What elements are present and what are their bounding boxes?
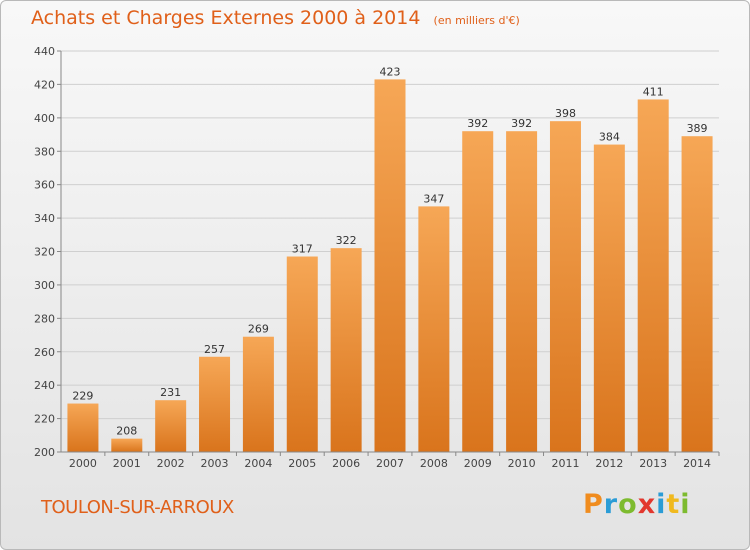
y-tick-label: 220 — [34, 413, 55, 426]
bar-2005 — [286, 256, 318, 452]
data-label-2004: 269 — [248, 323, 269, 336]
data-label-2009: 392 — [467, 117, 488, 130]
data-label-2012: 384 — [599, 131, 620, 144]
x-tick-label: 2012 — [595, 457, 623, 470]
bar-2007 — [374, 79, 406, 452]
y-tick-label: 400 — [34, 112, 55, 125]
x-tick-label: 2000 — [69, 457, 97, 470]
data-label-2006: 322 — [336, 234, 357, 247]
bar-2001 — [111, 438, 143, 452]
x-tick-label: 2014 — [683, 457, 711, 470]
bar-2002 — [155, 400, 187, 452]
data-label-2014: 389 — [687, 122, 708, 135]
bar-2006 — [330, 248, 362, 452]
x-tick-label: 2011 — [551, 457, 579, 470]
x-tick-label: 2003 — [201, 457, 229, 470]
x-tick-label: 2001 — [113, 457, 141, 470]
y-tick-label: 440 — [34, 45, 55, 58]
y-tick-label: 300 — [34, 279, 55, 292]
unit-label: (en milliers d'€) — [433, 14, 520, 27]
y-tick-label: 420 — [34, 78, 55, 91]
x-tick-label: 2010 — [508, 457, 536, 470]
data-label-2001: 208 — [116, 425, 137, 438]
data-label-2011: 398 — [555, 107, 576, 120]
x-tick-label: 2005 — [288, 457, 316, 470]
y-tick-label: 360 — [34, 179, 55, 192]
axes: 200 220 240 260 280 300 320 340 360 380 400 420 440 2… — [34, 45, 720, 470]
x-tick-label: 2004 — [244, 457, 272, 470]
proxiti-logo: Proxiti — [583, 489, 691, 520]
x-tick-label: 2007 — [376, 457, 404, 470]
bar-2011 — [549, 121, 581, 453]
title-block: Achats et Charges Externes 2000 à 2014 (… — [31, 7, 520, 29]
bar-2013 — [637, 99, 669, 453]
city-name: TOULON-SUR-ARROUX — [41, 497, 234, 518]
y-tick-label: 380 — [34, 145, 55, 158]
y-tick-label: 340 — [34, 212, 55, 225]
y-tick-label: 260 — [34, 346, 55, 359]
y-tick-label: 200 — [34, 446, 55, 459]
bar-2009 — [462, 131, 494, 452]
x-tick-label: 2009 — [464, 457, 492, 470]
y-tick-label: 320 — [34, 246, 55, 259]
data-label-2000: 229 — [72, 390, 93, 403]
data-label-2002: 231 — [160, 386, 181, 399]
data-label-2013: 411 — [643, 85, 664, 98]
data-label-2010: 392 — [511, 117, 532, 130]
data-label-2005: 317 — [292, 243, 313, 256]
data-label-2007: 423 — [380, 65, 401, 78]
x-tick-label: 2008 — [420, 457, 448, 470]
y-tick-label: 240 — [34, 379, 55, 392]
bar-2010 — [506, 131, 538, 452]
x-tick-label: 2002 — [157, 457, 185, 470]
data-label-2008: 347 — [423, 192, 444, 205]
data-labels: 229 208 231 257 269 317 322 423 347 392 392 398 384 4… — [72, 65, 707, 437]
x-tick-label: 2013 — [639, 457, 667, 470]
bar-2003 — [199, 356, 231, 452]
bar-2000 — [67, 403, 99, 452]
bar-2014 — [681, 136, 713, 452]
bars — [67, 79, 713, 453]
x-tick-label: 2006 — [332, 457, 360, 470]
bar-2012 — [593, 144, 625, 453]
bar-2004 — [242, 336, 274, 452]
data-label-2003: 257 — [204, 343, 225, 356]
chart-title: Achats et Charges Externes 2000 à 2014 — [31, 7, 421, 29]
bar-2008 — [418, 206, 450, 452]
y-tick-label: 280 — [34, 312, 55, 325]
bar-chart: 229 208 231 257 269 317 322 423 347 392 392 398 384 4… — [34, 45, 720, 470]
